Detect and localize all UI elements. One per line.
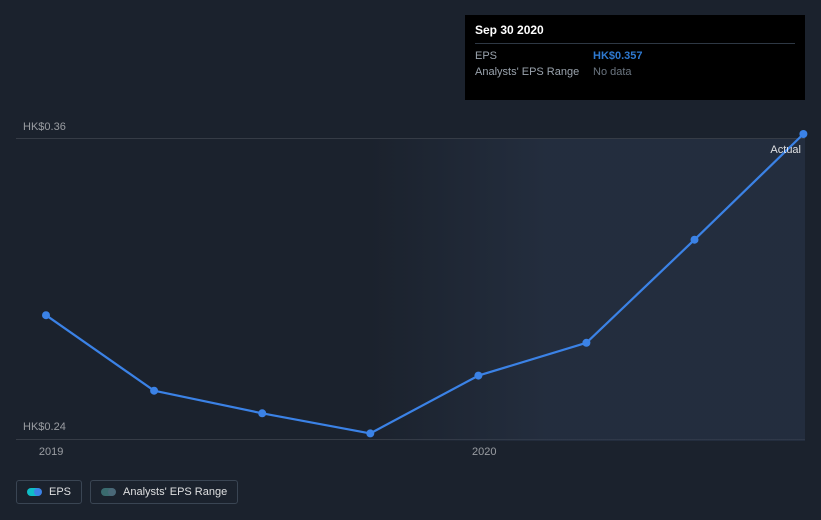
tooltip-date: Sep 30 2020 xyxy=(475,23,795,44)
actual-region-label: Actual xyxy=(770,144,801,156)
legend-item[interactable]: Analysts' EPS Range xyxy=(90,480,238,504)
eps-marker[interactable] xyxy=(799,130,807,138)
x-axis-label: 2020 xyxy=(472,446,496,458)
chart-svg xyxy=(16,139,805,441)
plot-area[interactable] xyxy=(16,138,805,440)
tooltip-key: EPS xyxy=(475,50,593,62)
tooltip-value: HK$0.357 xyxy=(593,50,643,62)
eps-line xyxy=(46,134,803,433)
eps-marker[interactable] xyxy=(582,339,590,347)
chart-tooltip: Sep 30 2020 EPSHK$0.357Analysts' EPS Ran… xyxy=(465,15,805,100)
eps-marker[interactable] xyxy=(474,372,482,380)
x-axis-label: 2019 xyxy=(39,446,63,458)
legend-swatch xyxy=(27,488,41,496)
legend-label: EPS xyxy=(49,486,71,498)
eps-marker[interactable] xyxy=(258,409,266,417)
y-axis-label-top: HK$0.36 xyxy=(23,121,66,133)
legend-swatch xyxy=(101,488,115,496)
tooltip-row: Analysts' EPS RangeNo data xyxy=(475,64,795,80)
tooltip-key: Analysts' EPS Range xyxy=(475,66,593,78)
tooltip-value: No data xyxy=(593,66,632,78)
legend: EPS Analysts' EPS Range xyxy=(16,480,238,504)
legend-label: Analysts' EPS Range xyxy=(123,486,227,498)
tooltip-rows: EPSHK$0.357Analysts' EPS RangeNo data xyxy=(475,48,795,80)
eps-marker[interactable] xyxy=(691,236,699,244)
legend-item[interactable]: EPS xyxy=(16,480,82,504)
tooltip-row: EPSHK$0.357 xyxy=(475,48,795,64)
eps-marker[interactable] xyxy=(366,429,374,437)
eps-marker[interactable] xyxy=(150,387,158,395)
eps-marker[interactable] xyxy=(42,311,50,319)
